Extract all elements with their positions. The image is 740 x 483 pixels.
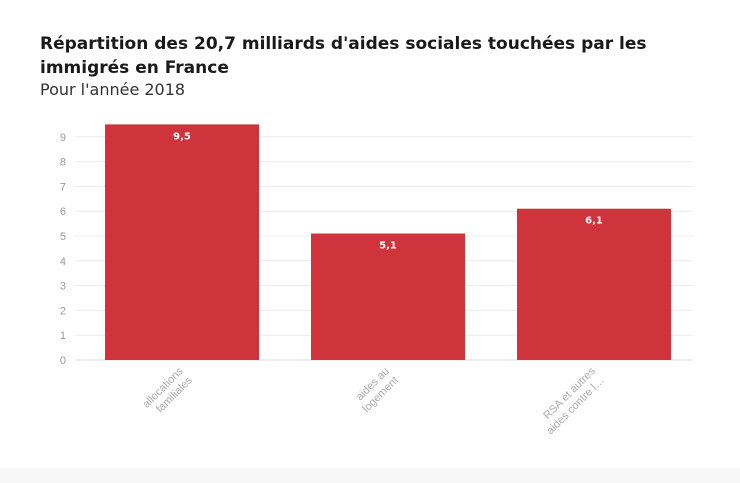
y-tick-label: 3	[60, 281, 66, 293]
footer-strip	[0, 468, 740, 483]
chart-subtitle: Pour l'année 2018	[40, 80, 186, 99]
y-axis-ticks: 0 1 2 3 4 5 6 7 8 9	[60, 132, 66, 367]
data-label: 9,5	[173, 131, 191, 142]
bar	[105, 124, 259, 361]
data-label: 5,1	[379, 241, 397, 252]
y-tick-label: 1	[60, 330, 66, 342]
y-tick-label: 4	[60, 256, 66, 268]
chart-title: Répartition des 20,7 milliards d'aides s…	[40, 34, 647, 78]
data-labels: 9,5 5,1 6,1	[173, 131, 603, 251]
y-tick-label: 9	[60, 132, 66, 144]
y-tick-label: 0	[60, 355, 66, 367]
bar	[517, 208, 671, 360]
y-tick-label: 5	[60, 231, 66, 243]
bars	[105, 124, 671, 361]
bar	[311, 233, 465, 360]
y-tick-label: 7	[60, 181, 66, 193]
y-tick-label: 6	[60, 206, 66, 218]
data-label: 6,1	[585, 216, 603, 227]
y-tick-label: 8	[60, 157, 66, 169]
y-tick-label: 2	[60, 305, 66, 317]
